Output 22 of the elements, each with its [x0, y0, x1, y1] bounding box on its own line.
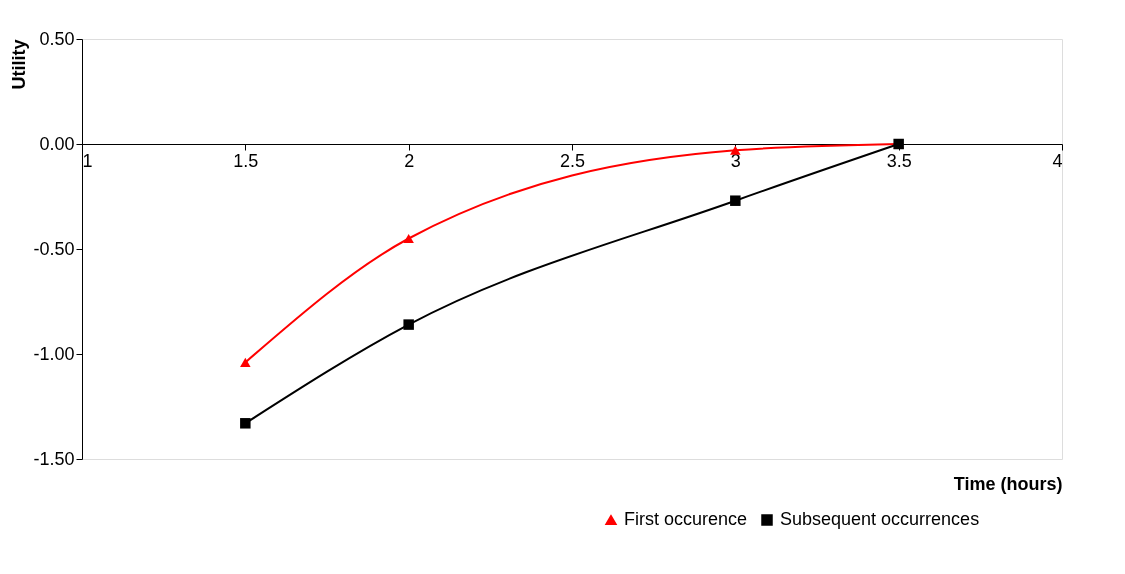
point — [730, 145, 741, 155]
x-tick-label: 2 — [404, 150, 415, 171]
point — [240, 418, 251, 429]
point — [730, 195, 741, 206]
y-tick-label: 0.50 — [39, 28, 75, 49]
legend-label: First occurence — [624, 509, 748, 529]
x-axis-title: Time (hours) — [953, 473, 1063, 494]
y-tick-label: 0.00 — [39, 133, 75, 154]
point — [240, 357, 251, 367]
y-tick-label: -0.50 — [33, 238, 75, 259]
x-tick-label: 3 — [730, 150, 741, 171]
y-tick-label: -1.50 — [33, 448, 75, 469]
x-tick-label: 4 — [1052, 150, 1063, 171]
x-tick-label: 3.5 — [886, 150, 912, 171]
point — [403, 233, 414, 244]
y-axis-title: Utility — [9, 39, 30, 90]
legend-label: Subsequent occurrences — [780, 509, 980, 529]
point — [403, 319, 414, 330]
x-tick-label: 2.5 — [559, 150, 586, 171]
y-tick-label: -1.00 — [33, 343, 75, 364]
x-tick-label: 1.5 — [233, 150, 259, 171]
x-tick-label: 1 — [82, 150, 93, 171]
